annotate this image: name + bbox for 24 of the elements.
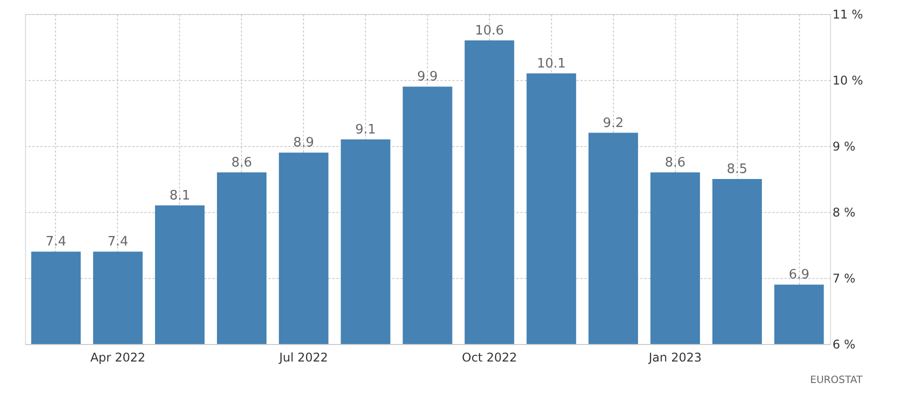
x-tick-label: Oct 2022 — [462, 350, 517, 364]
y-tick-label: 11 % — [832, 8, 863, 22]
data-label: 8.6 — [231, 155, 252, 170]
data-label: 7.4 — [46, 234, 66, 250]
data-label: 10.1 — [536, 56, 566, 72]
x-tick-label: Apr 2022 — [90, 350, 146, 364]
y-tick-label: 10 % — [832, 74, 863, 88]
data-label: 10.6 — [474, 23, 504, 38]
data-label: 6.9 — [788, 268, 810, 283]
data-label: 8.6 — [664, 155, 686, 170]
text: EUROSTAT — [810, 375, 864, 386]
data-label: 8.1 — [169, 188, 190, 204]
data-label: 9.2 — [602, 116, 624, 131]
y-tick-label: 9 % — [832, 140, 856, 154]
y-tick-label: 8 % — [832, 206, 856, 220]
y-tick-label: 6 % — [832, 338, 856, 352]
data-label: 9.1 — [355, 122, 376, 138]
data-label: 8.5 — [726, 162, 748, 177]
data-label: 8.9 — [293, 136, 314, 151]
x-tick-label: Jan 2023 — [648, 350, 702, 364]
y-tick-label: 7 % — [832, 272, 856, 286]
x-tick-label: Jul 2022 — [278, 350, 328, 364]
data-label: 9.9 — [417, 70, 438, 85]
data-label: 7.4 — [108, 234, 128, 250]
